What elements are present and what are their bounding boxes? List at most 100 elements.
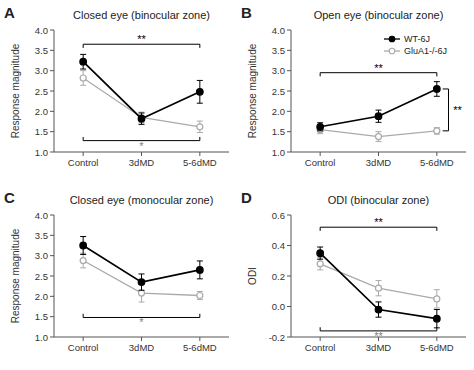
error-bar-cap <box>317 247 323 248</box>
x-axis <box>54 337 229 338</box>
y-tick-label: 4.0 <box>272 25 285 36</box>
y-tick <box>50 91 54 92</box>
error-bar <box>434 128 440 135</box>
series <box>317 126 440 142</box>
y-tick-label: 3.0 <box>35 65 48 76</box>
y-tick <box>287 91 291 92</box>
series-line <box>83 62 200 119</box>
significance-label: ** <box>374 330 383 342</box>
plot-area <box>80 54 203 132</box>
error-bar <box>80 71 86 86</box>
significance-bracket: ** <box>320 327 437 342</box>
marker <box>138 115 145 122</box>
error-bar-cap <box>139 112 145 113</box>
x-tick <box>320 337 321 341</box>
marker <box>317 250 324 257</box>
y-tick <box>287 131 291 132</box>
error-bar-cap <box>434 308 440 309</box>
legend-label: WT-6J <box>404 34 430 44</box>
error-bar-cap <box>80 69 86 70</box>
error-bar-cap <box>317 269 323 270</box>
error-bar-cap <box>197 132 203 133</box>
error-bar-cap <box>376 317 382 318</box>
y-axis <box>54 215 55 337</box>
significance-label: ** <box>453 104 462 116</box>
error-bar <box>139 113 145 124</box>
x-tick-label: Control <box>68 342 99 353</box>
panel: AClosed eye (binocular zone)Response mag… <box>4 4 229 168</box>
error-bar-cap <box>376 280 382 281</box>
error-bar-cap <box>197 278 203 279</box>
marker <box>197 124 203 130</box>
x-tick-label: 3dMD <box>129 157 154 168</box>
plot-area <box>80 237 203 302</box>
y-tick-label: 3.5 <box>35 45 48 56</box>
y-tick-label: 1.5 <box>35 311 48 322</box>
y-tick <box>50 276 54 277</box>
x-tick-label: 5-6dMD <box>183 342 217 353</box>
y-axis <box>291 215 292 337</box>
x-tick-label: Control <box>68 157 99 168</box>
y-tick <box>287 276 291 277</box>
error-bar-cap <box>80 236 86 237</box>
marker <box>139 290 145 296</box>
y-tick <box>50 70 54 71</box>
y-tick-label: 0.6 <box>272 210 285 221</box>
y-tick <box>50 337 54 338</box>
title: Closed eye (binocular zone) <box>73 9 210 21</box>
significance-label: ** <box>137 33 146 45</box>
error-bar-cap <box>80 254 86 255</box>
error-bar-cap <box>376 301 382 302</box>
y-tick-label: -0.2 <box>269 332 285 343</box>
series <box>317 82 440 131</box>
marker <box>434 315 441 322</box>
panel: DODI (binocular zone)ODI-0.20.00.20.40.6… <box>241 189 466 353</box>
error-bar-cap <box>197 260 203 261</box>
marker <box>197 293 203 299</box>
y-tick <box>287 30 291 31</box>
legend-marker <box>389 48 395 54</box>
series-line <box>83 78 200 127</box>
series-line <box>83 261 200 296</box>
error-bar <box>317 123 323 131</box>
error-bar-cap <box>376 110 382 111</box>
y-tick-label: 4.0 <box>35 25 48 36</box>
y-tick-label: 2.0 <box>272 106 285 117</box>
error-bar-cap <box>197 291 203 292</box>
y-tick <box>50 296 54 297</box>
panel: BOpen eye (binocular zone)Response magni… <box>241 4 466 168</box>
significance-bracket: ** <box>83 33 200 48</box>
x-tick-label: Control <box>305 342 336 353</box>
series <box>80 253 203 302</box>
plot-area <box>317 247 440 328</box>
y-tick-label: 2.0 <box>35 106 48 117</box>
x-tick-label: 3dMD <box>366 342 391 353</box>
x-tick-label: 5-6dMD <box>420 157 454 168</box>
title: ODI (binocular zone) <box>328 194 430 206</box>
y-tick-label: 2.0 <box>35 291 48 302</box>
y-tick <box>287 306 291 307</box>
error-bar <box>317 247 323 259</box>
x-tick <box>83 152 84 156</box>
error-bar-cap <box>376 122 382 123</box>
error-bar <box>434 82 440 97</box>
significance-label: ** <box>374 216 383 228</box>
y-tick-label: 0.4 <box>272 240 285 251</box>
error-bar-cap <box>139 112 145 113</box>
error-bar-cap <box>317 259 323 260</box>
y-axis-label: ODI <box>247 267 258 285</box>
y-tick-label: 1.0 <box>35 332 48 343</box>
error-bar-cap <box>139 302 145 303</box>
marker <box>376 134 382 140</box>
x-tick-label: 5-6dMD <box>183 157 217 168</box>
series-line <box>320 89 437 127</box>
x-tick <box>378 152 379 156</box>
y-tick <box>287 70 291 71</box>
error-bar-cap <box>317 133 323 134</box>
significance-bracket: * <box>83 314 200 329</box>
marker <box>80 258 86 264</box>
y-tick <box>287 245 291 246</box>
panel: CClosed eye (monocular zone)Response mag… <box>4 189 229 353</box>
significance-bracket: ** <box>320 62 437 77</box>
error-bar <box>434 310 440 328</box>
